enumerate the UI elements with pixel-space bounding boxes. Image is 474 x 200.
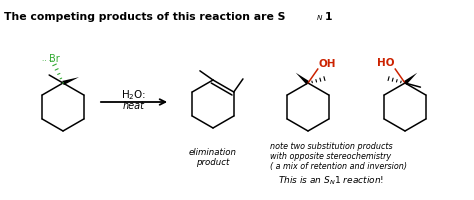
Polygon shape: [403, 73, 417, 85]
Text: product: product: [196, 157, 230, 166]
Text: with opposite stereochemistry: with opposite stereochemistry: [270, 151, 391, 160]
Text: The competing products of this reaction are S: The competing products of this reaction …: [4, 12, 285, 22]
Text: elimination: elimination: [189, 147, 237, 156]
Polygon shape: [62, 78, 79, 86]
Polygon shape: [296, 73, 310, 85]
Text: ( a mix of retention and inversion): ( a mix of retention and inversion): [270, 161, 407, 170]
Text: Br: Br: [49, 54, 60, 64]
Text: 1: 1: [325, 12, 332, 22]
Text: ·· ··: ·· ··: [42, 58, 53, 64]
Text: H$_2$O:: H$_2$O:: [121, 88, 146, 101]
Text: heat: heat: [123, 100, 145, 110]
Text: note two substitution products: note two substitution products: [270, 141, 392, 150]
Text: OH: OH: [319, 59, 336, 69]
Text: HO: HO: [377, 58, 394, 68]
Text: $_N$: $_N$: [316, 13, 323, 23]
Text: $\mathit{This\ is\ an\ S_{N}1\ reaction!}$: $\mathit{This\ is\ an\ S_{N}1\ reaction!…: [278, 174, 384, 187]
